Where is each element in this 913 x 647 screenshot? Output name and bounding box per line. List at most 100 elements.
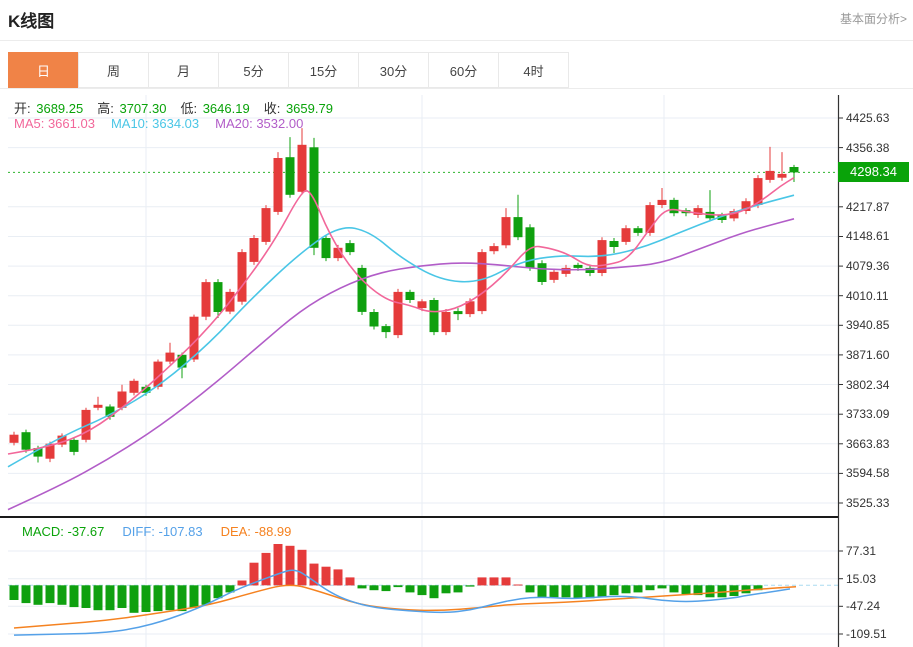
candle-body: [21, 432, 31, 450]
candle-body: [525, 227, 535, 268]
candle-body: [57, 435, 67, 445]
candle-body: [753, 178, 763, 205]
tab-week[interactable]: 周: [78, 52, 149, 88]
macd-bar: [477, 577, 487, 586]
candle-body: [501, 217, 511, 246]
macd-bar: [525, 585, 535, 593]
macd-row-dea: DEA: -88.99: [220, 524, 292, 539]
macd-bar: [693, 585, 703, 596]
macd-bar: [117, 585, 127, 608]
candle-body: [69, 439, 79, 452]
candle-body: [153, 361, 163, 387]
macd-bar: [537, 585, 547, 598]
macd-bar: [549, 585, 559, 598]
tab-4hour[interactable]: 4时: [498, 52, 569, 88]
macd-bar: [129, 585, 139, 613]
ma-row-ma20: MA20: 3532.00: [215, 116, 304, 131]
macd-bar: [45, 585, 55, 604]
tab-60min[interactable]: 60分: [428, 52, 499, 88]
macd-bar: [417, 585, 427, 596]
macd-bar: [501, 577, 511, 586]
macd-bar: [249, 562, 259, 586]
macd-bar: [441, 585, 451, 594]
candle-body: [165, 352, 175, 362]
candle-body: [417, 301, 427, 309]
page-title: K线图: [8, 12, 55, 31]
macd-bar: [429, 585, 439, 599]
macd-bar: [273, 544, 283, 586]
candle-body: [729, 211, 739, 219]
macd-bar: [597, 585, 607, 598]
candle-body: [585, 267, 595, 273]
macd-bar: [57, 585, 67, 605]
macd-bar: [393, 585, 403, 588]
dea-line: [13, 584, 797, 629]
macd-bar: [405, 585, 415, 593]
tab-15min[interactable]: 15分: [288, 52, 359, 88]
ohlc-row-open: 开: 3689.25: [14, 101, 84, 116]
candle-body: [117, 391, 127, 408]
candle-body: [357, 267, 367, 312]
candle-body: [237, 252, 247, 302]
ma10-line: [7, 194, 795, 468]
candle-body: [393, 291, 403, 336]
macd-bar: [141, 585, 151, 612]
candle-body: [777, 173, 787, 178]
macd-bar: [369, 585, 379, 591]
macd-bar: [705, 585, 715, 598]
macd-bar: [297, 549, 307, 586]
tabbar-divider: [0, 88, 913, 89]
candle-body: [537, 263, 547, 282]
macd-bar: [609, 585, 619, 596]
ma20-line: [7, 218, 795, 511]
macd-bar: [669, 585, 679, 593]
tab-day[interactable]: 日: [8, 52, 79, 88]
macd-bar: [513, 584, 523, 586]
fundamental-analysis-link[interactable]: 基本面分析>: [839, 12, 907, 26]
candle-body: [429, 300, 439, 333]
candle-body: [45, 443, 55, 459]
tab-5min[interactable]: 5分: [218, 52, 289, 88]
macd-bar: [177, 585, 187, 612]
candle-body: [513, 217, 523, 238]
candle-body: [477, 252, 487, 312]
macd-row-macd: MACD: -37.67: [22, 524, 105, 539]
macd-bar: [201, 585, 211, 605]
candle-body: [201, 282, 211, 317]
panel-separator: [0, 516, 838, 518]
macd-bar: [453, 585, 463, 593]
candle-body: [489, 246, 499, 252]
macd-bar: [105, 585, 115, 611]
macd-bar: [621, 585, 631, 594]
ma-row-ma10: MA10: 3634.03: [110, 116, 200, 131]
candle-body: [609, 241, 619, 247]
candle-body: [369, 312, 379, 327]
macd-bar: [21, 585, 31, 604]
macd-bar: [753, 585, 763, 591]
candle-body: [549, 271, 559, 280]
macd-bar: [633, 585, 643, 593]
macd-bar: [321, 566, 331, 586]
candle-body: [333, 247, 343, 259]
ohlc-row-close: 收: 3659.79: [263, 101, 333, 116]
macd-bar: [657, 585, 667, 589]
candle-body: [141, 386, 151, 393]
macd-bar: [573, 585, 583, 599]
candle-body: [345, 243, 355, 253]
candle-body: [297, 144, 307, 192]
macd-bar: [741, 585, 751, 594]
ma5-line: [7, 177, 795, 455]
candle-body: [249, 238, 259, 262]
macd-bar: [165, 585, 175, 611]
macd-bar: [81, 585, 91, 608]
candle-body: [441, 312, 451, 333]
candle-body: [213, 282, 223, 312]
macd-legend-row: MACD: -37.67 DIFF: -107.83 DEA: -88.99: [22, 524, 309, 539]
macd-bar: [645, 585, 655, 591]
macd-row-diff: DIFF: -107.83: [122, 524, 203, 539]
macd-bar: [237, 580, 247, 586]
tab-month[interactable]: 月: [148, 52, 219, 88]
macd-bar: [585, 585, 595, 599]
tab-30min[interactable]: 30分: [358, 52, 429, 88]
